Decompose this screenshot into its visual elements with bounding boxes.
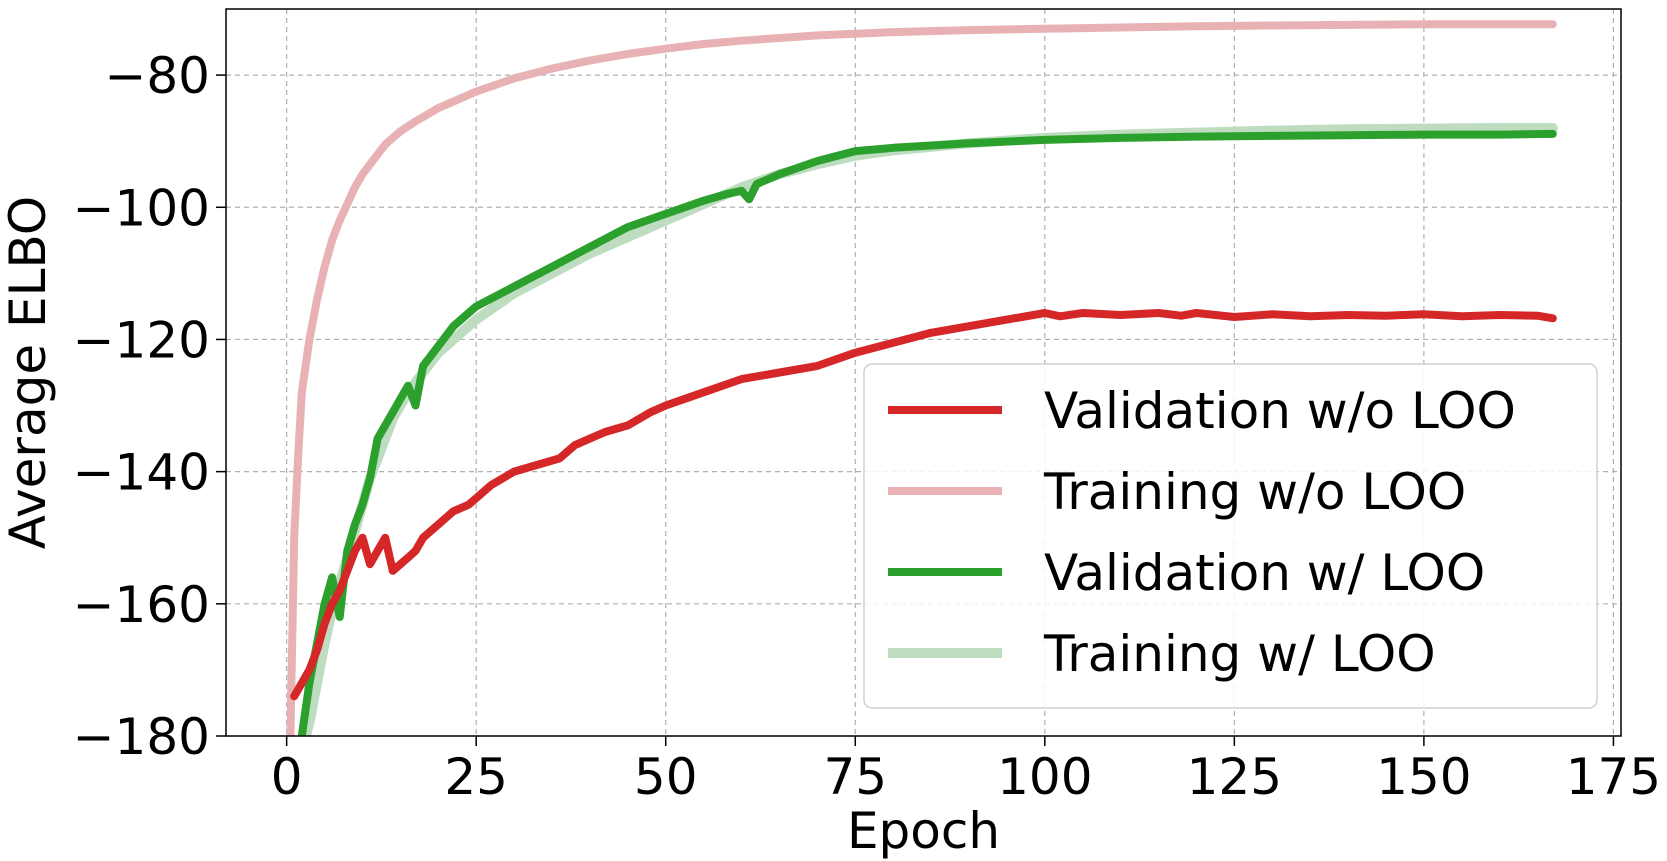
legend: Validation w/o LOO Training w/o LOO Valida… <box>863 363 1598 709</box>
legend-label: Validation w/ LOO <box>1044 544 1485 602</box>
series-line-0 <box>290 309 1557 701</box>
x-tick-label: 175 <box>1566 748 1661 806</box>
legend-box <box>863 363 1598 709</box>
x-tick-label: 0 <box>271 748 303 806</box>
plot-frame <box>225 8 1622 737</box>
x-tick-label: 50 <box>634 748 698 806</box>
series-line-1 <box>286 20 1557 736</box>
series-lines <box>286 20 1558 736</box>
y-axis-ticks: −180 −160 −140 −120 −100 −80 <box>73 47 226 766</box>
legend-label: Validation w/o LOO <box>1044 382 1516 440</box>
y-tick-label: −80 <box>104 47 210 105</box>
x-tick-label: 100 <box>997 748 1092 806</box>
y-tick-label: −160 <box>73 576 210 634</box>
x-tick-label: 125 <box>1187 748 1282 806</box>
y-tick-label: −180 <box>73 708 210 766</box>
x-axis-title: Epoch <box>847 802 1000 860</box>
x-tick-label: 150 <box>1376 748 1471 806</box>
legend-label: Training w/o LOO <box>1043 463 1466 521</box>
x-tick-label: 25 <box>444 748 508 806</box>
x-axis-ticks: 0 25 50 75 100 125 150 175 <box>271 736 1661 806</box>
y-tick-label: −100 <box>73 179 210 237</box>
x-tick-label: 75 <box>823 748 887 806</box>
y-axis-title: Average ELBO <box>0 196 57 549</box>
legend-label: Training w/ LOO <box>1043 625 1436 683</box>
series-line-2 <box>297 129 1557 736</box>
y-tick-label: −140 <box>73 444 210 502</box>
y-tick-label: −120 <box>73 311 210 369</box>
